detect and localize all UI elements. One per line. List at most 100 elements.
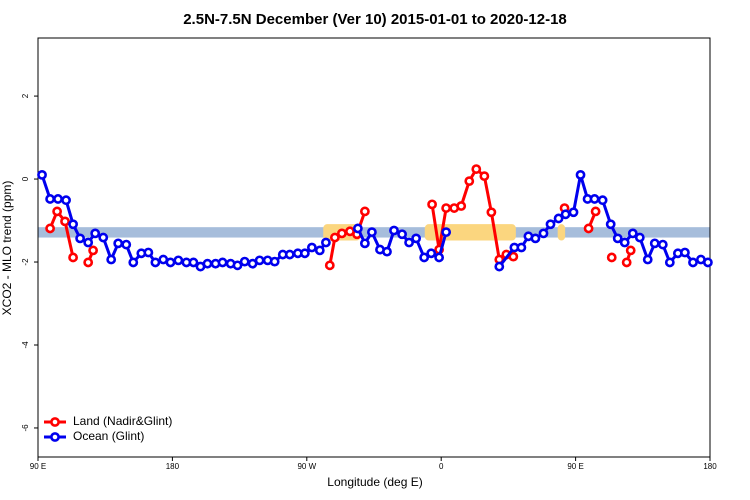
- point: [545, 219, 556, 230]
- point: [165, 257, 176, 268]
- point: [45, 223, 55, 234]
- point: [306, 242, 317, 253]
- point: [173, 255, 184, 266]
- point: [619, 237, 630, 248]
- y-tick-label: -4: [21, 341, 30, 349]
- point: [464, 176, 475, 187]
- point: [239, 256, 250, 267]
- x-axis-label: Longitude (deg E): [327, 475, 422, 489]
- x-tick-label: 90 E: [567, 462, 583, 471]
- point: [232, 260, 243, 271]
- point: [642, 254, 653, 265]
- point: [217, 257, 228, 268]
- y-axis-label: XCO2 - MLO trend (ppm): [0, 181, 14, 316]
- point: [352, 223, 363, 234]
- point: [324, 260, 335, 271]
- point: [411, 233, 422, 244]
- point: [75, 233, 86, 244]
- point: [52, 206, 63, 217]
- point: [359, 206, 370, 217]
- y-tick-label: -2: [21, 258, 30, 266]
- point: [434, 252, 445, 263]
- point: [627, 228, 638, 239]
- x-tick-label: 180: [703, 462, 717, 471]
- point: [597, 195, 608, 206]
- point: [494, 261, 505, 272]
- point: [83, 237, 94, 248]
- point: [649, 238, 660, 249]
- point: [321, 237, 331, 248]
- point: [508, 251, 519, 262]
- point: [479, 171, 490, 182]
- point: [606, 252, 617, 263]
- point: [98, 232, 109, 243]
- x-tick-label: 0: [439, 462, 444, 471]
- x-tick-label: 90 E: [30, 462, 46, 471]
- point: [634, 232, 645, 243]
- legend-label: Land (Nadir&Glint): [73, 414, 172, 428]
- point: [427, 199, 437, 210]
- point: [329, 232, 340, 243]
- point: [605, 219, 616, 230]
- point: [568, 207, 579, 218]
- point: [60, 216, 70, 227]
- point: [336, 228, 347, 239]
- plot-frame: [37, 37, 711, 458]
- point: [284, 249, 295, 260]
- point: [397, 229, 407, 240]
- point: [612, 233, 623, 244]
- point: [382, 246, 392, 257]
- point: [486, 207, 497, 218]
- chart-title: 2.5N-7.5N December (Ver 10) 2015-01-01 t…: [183, 11, 567, 28]
- point: [703, 257, 713, 268]
- point: [188, 257, 199, 268]
- legend-marker: [50, 417, 60, 427]
- point: [404, 237, 414, 248]
- point: [121, 239, 132, 250]
- point: [113, 238, 124, 249]
- point: [299, 248, 310, 259]
- point: [426, 248, 437, 259]
- point: [389, 225, 399, 236]
- point: [583, 223, 594, 234]
- point: [150, 257, 161, 268]
- point: [516, 242, 527, 253]
- highlight-span: [557, 224, 566, 241]
- point: [88, 245, 99, 256]
- point: [419, 252, 430, 263]
- legend-marker: [50, 432, 60, 442]
- y-tick-label: 2: [21, 93, 30, 98]
- point: [688, 257, 698, 268]
- legend-label: Ocean (Glint): [73, 429, 144, 443]
- point: [680, 247, 690, 258]
- point: [471, 164, 482, 174]
- point: [367, 227, 377, 238]
- point: [68, 252, 78, 263]
- y-tick-label: 0: [21, 176, 30, 181]
- point: [590, 206, 601, 217]
- point: [560, 209, 571, 220]
- point: [657, 239, 668, 250]
- point: [456, 201, 467, 211]
- point: [143, 247, 154, 258]
- point: [128, 257, 139, 268]
- point: [553, 213, 564, 224]
- point: [314, 245, 325, 256]
- point: [83, 257, 94, 268]
- point: [53, 194, 63, 204]
- point: [664, 257, 675, 268]
- point: [538, 228, 549, 239]
- point: [359, 238, 370, 249]
- point: [625, 245, 636, 256]
- point: [90, 228, 101, 239]
- point: [68, 219, 78, 230]
- point: [441, 227, 452, 238]
- point: [61, 195, 71, 206]
- y-tick-label: -6: [21, 424, 30, 432]
- point: [589, 194, 600, 204]
- point: [441, 203, 452, 213]
- point: [254, 255, 265, 266]
- point: [45, 194, 55, 204]
- point: [621, 257, 632, 268]
